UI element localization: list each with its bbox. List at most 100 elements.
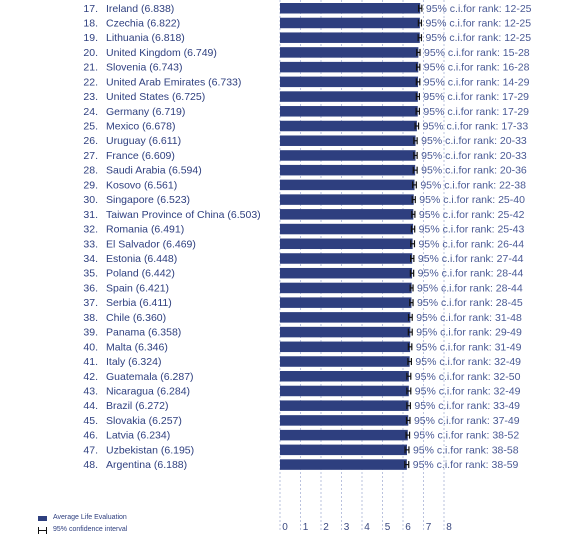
ci-rank-label: 95% c.i.for rank: 17-33 [423, 121, 529, 133]
country-label: Italy (6.324) [106, 356, 161, 368]
country-label: Brazil (6.272) [106, 400, 168, 412]
bar [280, 223, 414, 235]
ci-whisker [410, 240, 416, 248]
ci-rank-label: 95% c.i.for rank: 32-50 [415, 371, 521, 383]
country-label: Germany (6.719) [106, 106, 185, 118]
rank-label: 28. [83, 165, 98, 177]
ci-rank-label: 95% c.i.for rank: 38-59 [413, 459, 519, 471]
country-label: Slovakia (6.257) [106, 415, 182, 427]
legend: Average Life Evaluation 95% confidence i… [38, 512, 127, 536]
x-tick-label: 6 [405, 522, 411, 533]
bar [280, 385, 409, 397]
ci-whisker [417, 4, 423, 12]
bar [280, 135, 416, 146]
bar [280, 106, 418, 117]
bar [280, 91, 418, 102]
country-label: Mexico (6.678) [106, 121, 175, 133]
country-label: Uzbekistan (6.195) [106, 444, 194, 456]
bar [280, 312, 411, 323]
ci-whisker [405, 431, 411, 439]
bar [280, 120, 417, 132]
bar [280, 3, 421, 14]
bar [280, 429, 408, 441]
rank-label: 22. [83, 76, 98, 88]
legend-ci-label: 95% confidence interval [53, 526, 128, 533]
bar [280, 297, 412, 308]
rank-label: 21. [83, 62, 98, 74]
ci-whisker [409, 269, 415, 277]
ci-rank-label: 95% c.i.for rank: 28-44 [418, 268, 524, 280]
ci-rank-label: 95% c.i.for rank: 27-44 [418, 253, 524, 265]
rank-label: 32. [83, 224, 98, 236]
country-label: Romania (6.491) [106, 224, 184, 236]
rank-label: 30. [83, 194, 98, 206]
ci-whisker [417, 34, 423, 42]
country-label: Slovenia (6.743) [106, 62, 182, 74]
ci-whisker [409, 299, 414, 307]
rank-label: 20. [83, 47, 98, 59]
ci-whisker [409, 284, 414, 292]
rank-label: 29. [83, 179, 98, 191]
ci-whisker [412, 181, 417, 189]
ci-rank-label: 95% c.i.for rank: 31-49 [416, 341, 522, 353]
bar [280, 47, 419, 58]
bar [280, 253, 413, 264]
ci-whisker [407, 343, 413, 351]
country-label: Ireland (6.838) [106, 3, 174, 15]
rank-label: 23. [83, 91, 98, 103]
ci-rank-label: 95% c.i.for rank: 25-43 [419, 224, 525, 236]
bar [280, 238, 413, 250]
ci-whisker [413, 137, 418, 145]
country-label: Guatemala (6.287) [106, 371, 194, 383]
ci-whisker [411, 210, 416, 218]
rank-label: 43. [83, 385, 98, 397]
ci-rank-label: 95% c.i.for rank: 32-49 [415, 385, 521, 397]
rank-label: 26. [83, 135, 98, 147]
legend-ci-swatch [38, 526, 47, 534]
rank-label: 44. [83, 400, 98, 412]
bar [280, 164, 416, 176]
ci-rank-label: 95% c.i.for rank: 28-44 [417, 282, 523, 294]
ci-rank-label: 95% c.i.for rank: 33-49 [414, 400, 520, 412]
ci-whisker [407, 313, 413, 321]
ci-labels: 95% c.i.for rank: 12-25 95% c.i.for rank:… [413, 3, 532, 471]
rank-label: 42. [83, 371, 98, 383]
ci-rank-label: 95% c.i.for rank: 12-25 [426, 3, 532, 15]
x-tick-label: 3 [344, 522, 350, 533]
ci-rank-label: 95% c.i.for rank: 15-28 [424, 47, 530, 59]
country-label: Spain (6.421) [106, 282, 169, 294]
country-label: United Kingdom (6.749) [106, 47, 217, 59]
country-label: Malta (6.346) [106, 341, 168, 353]
x-axis-ticks: 0 1 2 3 4 5 6 7 8 [282, 522, 452, 533]
rank-label: 37. [83, 297, 98, 309]
ci-whisker [415, 93, 420, 101]
country-label: Kosovo (6.561) [106, 179, 177, 191]
rank-label: 24. [83, 106, 98, 118]
ci-whisker [406, 402, 411, 410]
bar [280, 150, 416, 161]
ci-whisker [416, 48, 421, 56]
bar [280, 459, 407, 470]
rank-label: 33. [83, 238, 98, 250]
x-tick-label: 0 [282, 522, 288, 533]
bar [280, 179, 415, 191]
bar [280, 356, 410, 367]
ci-whisker [407, 358, 413, 366]
country-label: Singapore (6.523) [106, 194, 190, 206]
ci-rank-label: 95% c.i.for rank: 38-52 [414, 430, 520, 442]
ci-whisker [404, 446, 410, 454]
rank-label: 46. [83, 430, 98, 442]
rank-label: 31. [83, 209, 98, 221]
bar [280, 194, 414, 205]
ci-whisker [409, 254, 415, 262]
country-label: Serbia (6.411) [106, 297, 172, 309]
ci-whisker [412, 166, 418, 174]
rank-label: 40. [83, 341, 98, 353]
ci-rank-label: 95% c.i.for rank: 38-58 [413, 444, 519, 456]
country-label: Poland (6.442) [106, 268, 175, 280]
ci-whisker [406, 372, 412, 380]
ci-rank-label: 95% c.i.for rank: 25-40 [419, 194, 525, 206]
ci-rank-label: 95% c.i.for rank: 25-42 [419, 209, 525, 221]
ci-rank-label: 95% c.i.for rank: 28-45 [417, 297, 523, 309]
ci-rank-label: 95% c.i.for rank: 26-44 [418, 238, 524, 250]
